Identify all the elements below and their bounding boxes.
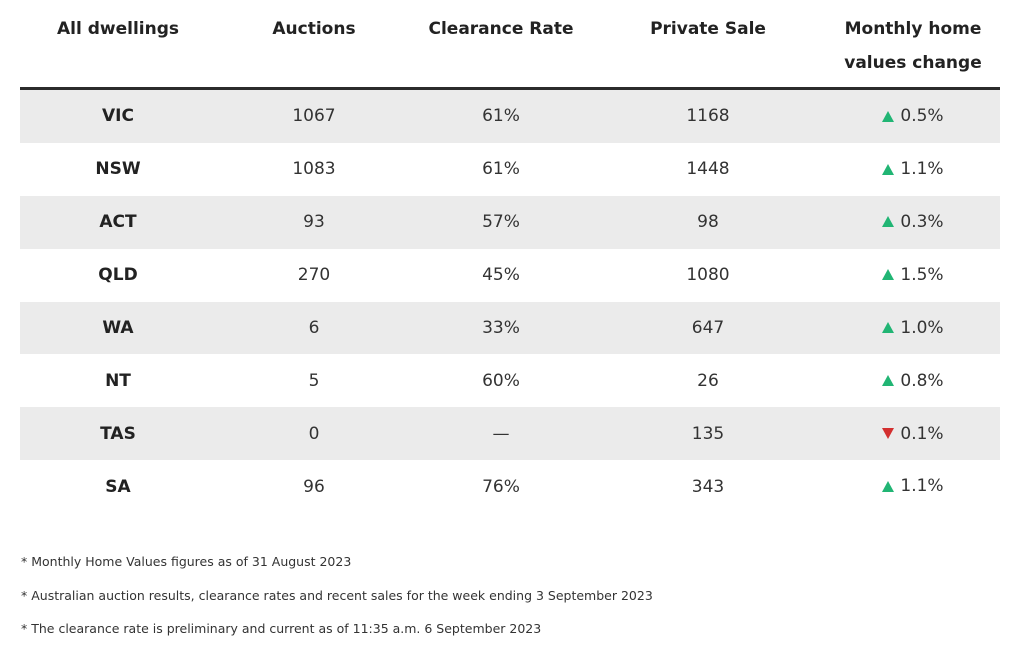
triangle-up-icon [882,269,895,281]
table-header-row: All dwellings Auctions Clearance Rate Pr… [20,0,1000,90]
state-name: NT [105,370,131,391]
monthly-change: 0.3% [882,211,944,232]
table-row: SA 96 76% 343 1.1% [20,460,1000,513]
header-all-dwellings: All dwellings [56,19,179,39]
state-name: VIC [102,106,134,127]
monthly-change-cell: 0.1% [826,424,1000,445]
triangle-up-icon [882,163,895,175]
auctions-value: 5 [308,370,320,391]
private-sale-value: 135 [691,423,725,444]
clearance-rate-value: 61% [482,106,520,127]
state-name: QLD [98,265,138,286]
state-name: SA [105,476,131,497]
auctions-value: 1067 [292,106,336,127]
table-row: NT 5 60% 26 0.8% [20,354,1000,407]
footnote: * The clearance rate is preliminary and … [21,621,542,636]
footnote: * Monthly Home Values figures as of 31 A… [21,554,352,569]
auctions-value: 270 [297,265,331,286]
monthly-change-cell: 0.5% [826,106,1000,127]
clearance-rate-value: 61% [482,159,520,180]
clearance-rate-value: — [492,423,510,444]
clearance-rate-value: 45% [482,265,520,286]
clearance-rate-value: 57% [482,212,520,233]
monthly-change: 0.5% [882,106,944,127]
monthly-change-value: 1.1% [900,159,944,180]
monthly-change: 1.1% [882,159,944,180]
private-sale-value: 26 [697,370,719,391]
private-sale-value: 98 [697,212,719,233]
auctions-value: 0 [308,423,320,444]
monthly-change-cell: 1.5% [826,265,1000,286]
monthly-change-cell: 1.1% [826,159,1000,180]
triangle-up-icon [882,110,895,122]
monthly-change-value: 1.0% [900,317,944,338]
triangle-up-icon [882,216,895,228]
auctions-value: 6 [308,318,320,338]
table-row: TAS 0 — 135 0.1% [20,407,1000,461]
results-table: All dwellings Auctions Clearance Rate Pr… [20,0,1000,513]
footnote: * Australian auction results, clearance … [21,587,653,603]
triangle-up-icon [882,480,895,492]
monthly-change: 0.8% [882,370,944,391]
private-sale-value: 1448 [686,159,730,180]
monthly-change-cell: 1.0% [826,318,1000,339]
auctions-value: 93 [303,212,325,233]
monthly-change-cell: 0.3% [826,212,1000,233]
private-sale-value: 647 [691,318,725,338]
triangle-up-icon [882,322,895,334]
table-row: NSW 1083 61% 1448 1.1% [20,143,1000,196]
header-clearance-rate: Clearance Rate [428,19,574,39]
auctions-value: 1083 [292,159,336,180]
monthly-change-cell: 1.1% [826,476,1000,497]
private-sale-value: 1080 [686,265,730,286]
table-body: VIC 1067 61% 1168 0.5% NSW 1083 61% 1448 1.1% ACT 9… [20,90,1000,513]
footnotes: * Monthly Home Values figures as of 31 A… [21,550,653,651]
state-name: NSW [95,159,141,180]
triangle-down-icon [882,428,895,440]
clearance-rate-value: 33% [482,318,520,338]
table-row: VIC 1067 61% 1168 0.5% [20,90,1000,143]
monthly-change: 1.1% [882,476,944,497]
monthly-change: 0.1% [882,423,944,444]
monthly-change-value: 0.1% [900,423,944,444]
monthly-change-value: 0.8% [900,370,944,391]
table-row: WA 6 33% 647 1.0% [20,301,1000,355]
state-name: ACT [99,212,137,233]
header-auctions: Auctions [272,19,356,39]
monthly-change-cell: 0.8% [826,371,1000,392]
triangle-up-icon [882,375,895,387]
header-private-sale: Private Sale [650,19,766,39]
state-name: WA [102,318,134,338]
table-row: ACT 93 57% 98 0.3% [20,195,1000,249]
private-sale-value: 343 [691,476,725,497]
monthly-change: 1.5% [882,264,944,285]
monthly-change-value: 0.5% [900,106,944,127]
clearance-rate-value: 60% [482,370,520,391]
clearance-rate-value: 76% [482,476,520,497]
header-monthly-change: Monthly home values change [844,19,982,73]
private-sale-value: 1168 [686,106,730,127]
state-name: TAS [100,423,136,444]
table-row: QLD 270 45% 1080 1.5% [20,249,1000,302]
auctions-value: 96 [303,476,325,497]
monthly-change-value: 1.1% [900,476,944,497]
monthly-change-value: 0.3% [900,211,944,232]
monthly-change: 1.0% [882,317,944,338]
monthly-change-value: 1.5% [900,264,944,285]
